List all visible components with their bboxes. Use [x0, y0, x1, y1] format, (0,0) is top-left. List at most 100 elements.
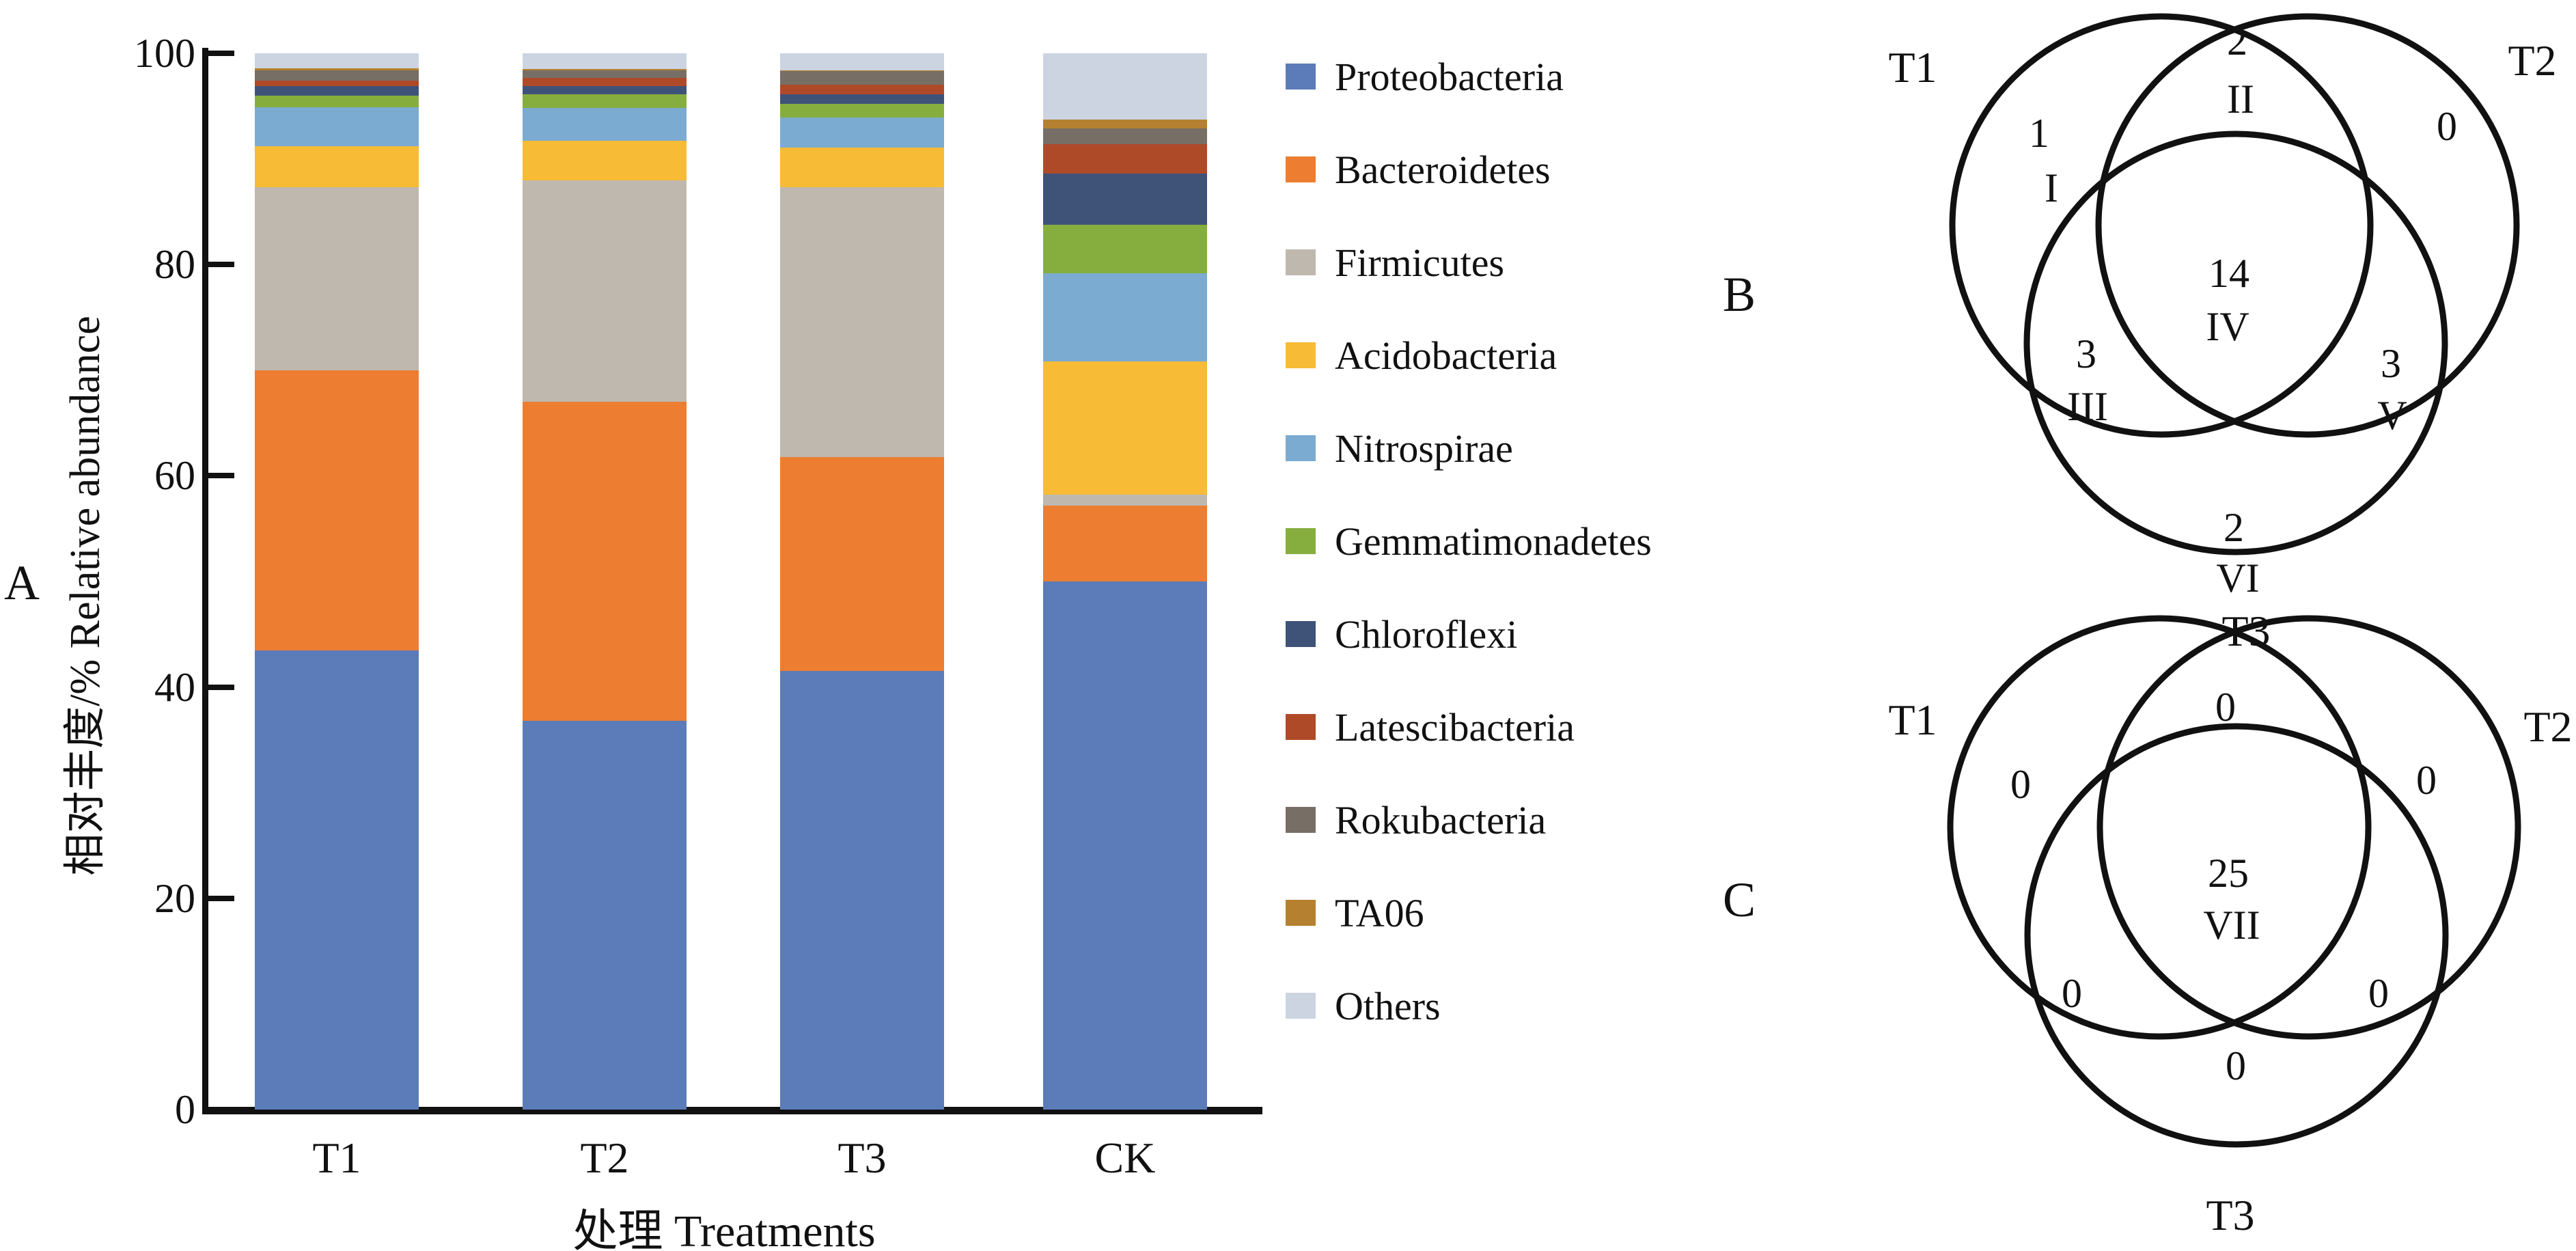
bar-segment-T1-Others	[255, 53, 419, 68]
stacked-bar-T3	[780, 53, 944, 1110]
venn-c-set-label-t3: T3	[2206, 1191, 2254, 1239]
y-tick-mark	[208, 684, 234, 690]
bar-segment-T2-Proteobacteria	[523, 721, 687, 1110]
legend-item-Gemmatimonadetes: Gemmatimonadetes	[1286, 518, 1652, 564]
y-axis-title: 相对丰度/% Relative abundance	[62, 316, 109, 876]
legend-swatch-Proteobacteria	[1286, 64, 1316, 90]
x-axis-line	[202, 1107, 1262, 1114]
venn-b-count-t2_t3: 3	[2381, 341, 2401, 386]
legend-label: Proteobacteria	[1335, 54, 1564, 99]
bar-segment-T1-Rokubacteria	[255, 70, 419, 81]
venn-c-count-t3_only: 0	[2226, 1043, 2246, 1088]
bar-segment-T1-Firmicutes	[255, 187, 419, 370]
y-tick-mark	[208, 895, 234, 901]
legend-swatch-Latescibacteria	[1286, 714, 1316, 740]
bar-segment-CK-Rokubacteria	[1043, 128, 1207, 145]
bar-segment-CK-Gemmatimonadetes	[1043, 224, 1207, 273]
bar-segment-T2-Acidobacteria	[523, 141, 687, 180]
bar-segment-CK-Firmicutes	[1043, 495, 1207, 506]
venn-b-numeral-t1_only: I	[2045, 165, 2058, 210]
stacked-bar-T1	[255, 53, 419, 1110]
bar-segment-T1-Gemmatimonadetes	[255, 95, 419, 107]
bar-segment-T3-Others	[780, 53, 944, 70]
panel-a-letter: A	[4, 555, 40, 610]
bar-segment-T3-Gemmatimonadetes	[780, 104, 944, 118]
venn-diagram-c: T1 T2 T3 0 0 0 25 VII 0 0 0	[1888, 615, 2573, 1239]
legend-swatch-Gemmatimonadetes	[1286, 528, 1316, 554]
bar-segment-T2-Rokubacteria	[523, 70, 687, 78]
bar-segment-T3-Latescibacteria	[780, 85, 944, 95]
legend-label: TA06	[1335, 890, 1424, 935]
legend-label: Nitrospirae	[1335, 426, 1513, 471]
legend-item-Acidobacteria: Acidobacteria	[1286, 332, 1557, 379]
venn-b-count-t1_t2_t3: 14	[2208, 251, 2249, 296]
bar-segment-T2-Nitrospirae	[523, 108, 687, 141]
legend-item-Chloroflexi: Chloroflexi	[1286, 611, 1517, 657]
panel-c-letter: C	[1723, 872, 1756, 927]
bar-segment-T3-Rokubacteria	[780, 71, 944, 85]
legend-item-Latescibacteria: Latescibacteria	[1286, 704, 1575, 750]
bar-segment-CK-Bacteroidetes	[1043, 505, 1207, 581]
x-axis-title: 处理 Treatments	[572, 1207, 876, 1251]
x-tick-label-T2: T2	[580, 1133, 629, 1182]
venn-b-count-t1_t2: 2	[2227, 18, 2247, 64]
venn-c-count-t1_t2: 0	[2215, 685, 2236, 730]
venn-b-count-t3_only: 2	[2224, 505, 2244, 550]
bar-segment-T1-TA06	[255, 68, 419, 70]
legend-swatch-Rokubacteria	[1286, 807, 1316, 833]
legend-label: Rokubacteria	[1335, 797, 1547, 842]
venn-c-set-label-t1: T1	[1888, 696, 1937, 744]
bar-segment-T1-Bacteroidetes	[255, 370, 419, 650]
venn-c-circle-t3	[2024, 723, 2449, 1148]
legend-swatch-Nitrospirae	[1286, 435, 1316, 461]
stacked-bar-T2	[523, 53, 687, 1110]
bar-segment-CK-Latescibacteria	[1043, 144, 1207, 174]
legend-item-Nitrospirae: Nitrospirae	[1286, 425, 1513, 471]
legend-swatch-Bacteroidetes	[1286, 156, 1316, 182]
venn-b-numeral-t1_t2: II	[2227, 77, 2254, 122]
y-tick-mark	[208, 1107, 234, 1112]
venn-c-count-t1_t3: 0	[2062, 971, 2082, 1016]
venn-b-set-label-t2: T2	[2508, 36, 2556, 85]
bar-segment-T2-TA06	[523, 69, 687, 70]
bar-segment-T2-Bacteroidetes	[523, 402, 687, 721]
bar-segment-T3-Proteobacteria	[780, 671, 944, 1110]
venn-b-circle-t2	[2095, 13, 2520, 438]
venn-c-count-t2_t3: 0	[2368, 971, 2389, 1016]
bar-segment-T3-Acidobacteria	[780, 147, 944, 188]
legend-label: Latescibacteria	[1335, 704, 1575, 750]
bar-segment-T2-Gemmatimonadetes	[523, 94, 687, 109]
legend-label: Bacteroidetes	[1335, 147, 1551, 192]
y-tick-label: 0	[175, 1087, 195, 1132]
bar-segment-T1-Latescibacteria	[255, 81, 419, 86]
venn-c-circle-t2	[2096, 615, 2521, 1040]
stacked-bar-CK	[1043, 53, 1207, 1110]
bar-segment-T3-TA06	[780, 70, 944, 72]
bar-segment-T1-Acidobacteria	[255, 146, 419, 188]
x-tick-label-CK: CK	[1094, 1133, 1156, 1182]
legend-item-Bacteroidetes: Bacteroidetes	[1286, 146, 1551, 193]
legend-item-Proteobacteria: Proteobacteria	[1286, 53, 1564, 100]
bar-segment-T2-Others	[523, 53, 687, 70]
y-tick-label: 100	[134, 31, 195, 76]
bar-segment-T3-Chloroflexi	[780, 94, 944, 105]
bar-segment-CK-Chloroflexi	[1043, 174, 1207, 225]
venn-b-circle-t1	[1949, 13, 2374, 438]
bar-segment-CK-Nitrospirae	[1043, 273, 1207, 362]
venn-b-numeral-t1_t3: III	[2067, 384, 2108, 429]
y-axis-line	[202, 48, 208, 1114]
bar-segment-T3-Firmicutes	[780, 187, 944, 457]
bar-segment-T3-Bacteroidetes	[780, 456, 944, 672]
y-tick-label: 80	[154, 242, 195, 288]
bar-segment-T2-Firmicutes	[523, 180, 687, 402]
venn-b-count-t2_only: 0	[2437, 104, 2457, 149]
venn-c-numeral-t1_t2_t3: VII	[2203, 903, 2260, 948]
y-tick-mark	[208, 473, 234, 479]
legend-item-Rokubacteria: Rokubacteria	[1286, 797, 1546, 843]
bar-segment-CK-Others	[1043, 53, 1207, 120]
venn-b-numeral-t3_only: VI	[2216, 555, 2259, 601]
legend-item-Others: Others	[1286, 982, 1441, 1029]
x-tick-label-T1: T1	[312, 1133, 361, 1182]
legend-label: Chloroflexi	[1335, 611, 1518, 657]
